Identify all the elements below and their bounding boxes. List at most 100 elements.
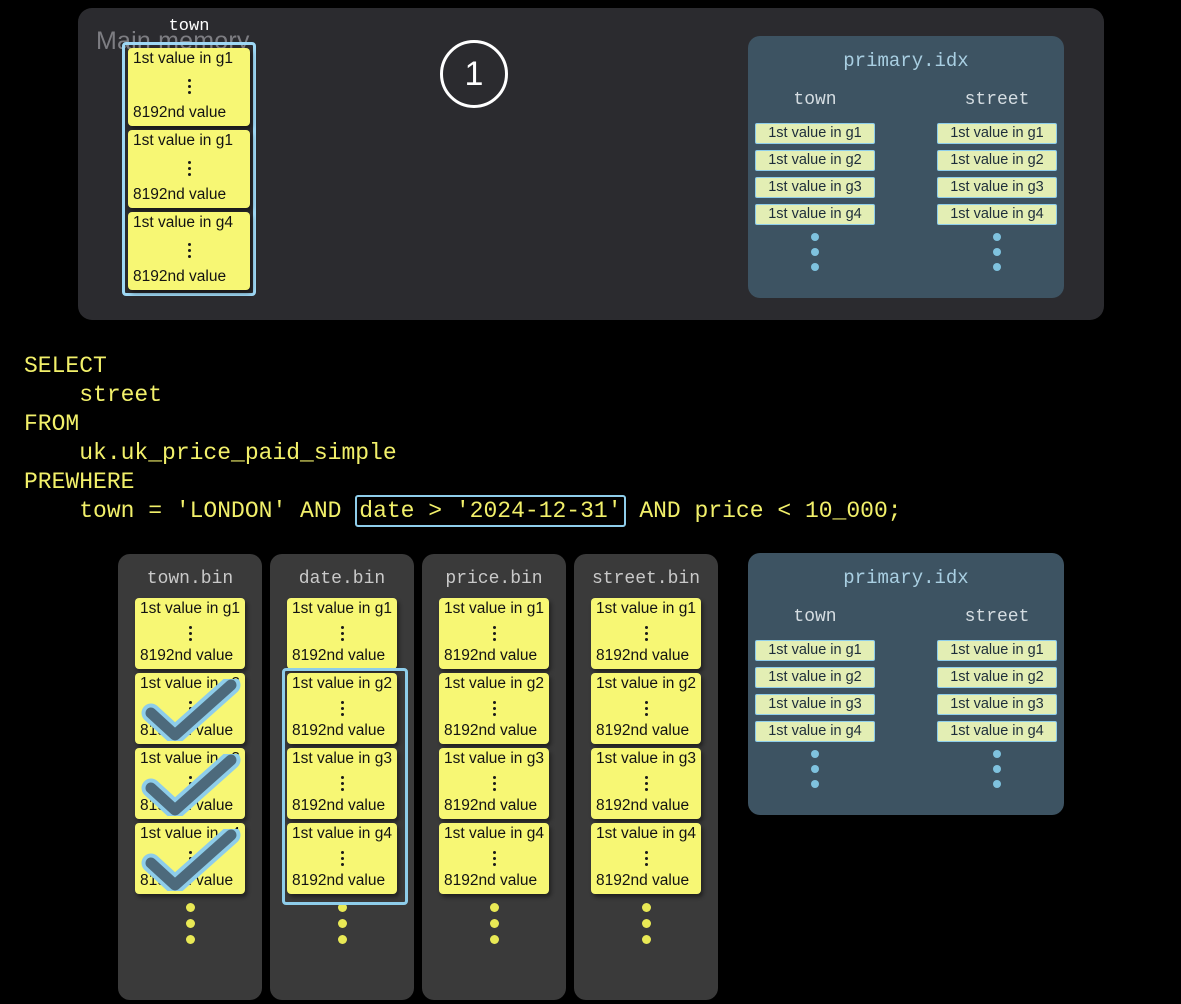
granule-first-value: 1st value in g4: [596, 825, 696, 842]
granule-last-value: 8192nd value: [444, 797, 538, 814]
granule-block[interactable]: 1st value in g1 8192nd value: [135, 598, 245, 669]
granule-first-value: 1st value in g4: [444, 825, 544, 842]
granule-block[interactable]: 1st value in g1 8192nd value: [439, 598, 549, 669]
granule-last-value: 8192nd value: [596, 797, 690, 814]
primary-index-entry[interactable]: 1st value in g2: [937, 667, 1057, 688]
granule-last-value: 8192nd value: [133, 268, 227, 285]
bin-column-title: price.bin: [445, 569, 543, 589]
granule-first-value: 1st value in g1: [292, 600, 392, 617]
vertical-ellipsis-icon: [140, 698, 240, 718]
bin-column-town[interactable]: town.bin 1st value in g1 8192nd value 1st v…: [118, 554, 262, 1000]
bin-column-title: town.bin: [146, 569, 234, 589]
primary-index-entry[interactable]: 1st value in g1: [937, 640, 1057, 661]
primary-index-entry[interactable]: 1st value in g1: [755, 123, 875, 144]
vertical-ellipsis-icon: [596, 623, 696, 643]
granule-block[interactable]: 1st value in g2 8192nd value: [135, 673, 245, 744]
granule-first-value: 1st value in g2: [140, 675, 240, 692]
sql-line-street: street: [24, 382, 163, 408]
granule-last-value: 8192nd value: [133, 186, 227, 203]
vertical-ellipsis-icon: [292, 848, 392, 868]
primary-index-entry[interactable]: 1st value in g1: [937, 123, 1057, 144]
granule-block[interactable]: 1st value in g2 8192nd value: [287, 673, 397, 744]
vertical-ellipsis-icon: [292, 773, 392, 793]
granule-last-value: 8192nd value: [596, 722, 690, 739]
vertical-ellipsis-icon: [444, 848, 544, 868]
primary-index-entry[interactable]: 1st value in g4: [937, 204, 1057, 225]
vertical-ellipsis-icon: [133, 158, 245, 178]
primary-index-columns: town 1st value in g1 1st value in g2 1st va…: [748, 90, 1064, 271]
primary-index-entry[interactable]: 1st value in g3: [937, 694, 1057, 715]
granule-block[interactable]: 1st value in g1 8192nd value: [128, 48, 250, 126]
primary-index-column-header: town: [793, 90, 837, 110]
primary-index-entry[interactable]: 1st value in g3: [755, 694, 875, 715]
primary-index-entry[interactable]: 1st value in g2: [755, 150, 875, 171]
primary-index-entry[interactable]: 1st value in g4: [755, 721, 875, 742]
vertical-ellipsis-icon: [937, 233, 1057, 271]
granule-block[interactable]: 1st value in g2 8192nd value: [591, 673, 701, 744]
sql-line-conditions-pre: town = 'LONDON' AND: [24, 498, 356, 524]
bin-column-price[interactable]: price.bin 1st value in g1 8192nd value 1st …: [422, 554, 566, 1000]
granule-first-value: 1st value in g1: [444, 600, 544, 617]
granule-last-value: 8192nd value: [444, 722, 538, 739]
primary-index-title: primary.idx: [843, 567, 969, 589]
primary-index-column-header: street: [964, 607, 1030, 627]
granule-last-value: 8192nd value: [140, 872, 234, 889]
granule-block[interactable]: 1st value in g4 8192nd value: [128, 212, 250, 290]
primary-index-entry[interactable]: 1st value in g3: [755, 177, 875, 198]
granule-block[interactable]: 1st value in g3 8192nd value: [287, 748, 397, 819]
granule-block[interactable]: 1st value in g1 8192nd value: [591, 598, 701, 669]
primary-index-entry[interactable]: 1st value in g3: [937, 177, 1057, 198]
primary-index-column-town: town 1st value in g1 1st value in g2 1st va…: [755, 90, 875, 271]
granule-block[interactable]: 1st value in g4 8192nd value: [135, 823, 245, 894]
granule-block[interactable]: 1st value in g4 8192nd value: [439, 823, 549, 894]
primary-index-entry[interactable]: 1st value in g2: [755, 667, 875, 688]
bin-column-date[interactable]: date.bin 1st value in g1 8192nd value 1st v…: [270, 554, 414, 1000]
sql-line-from: FROM: [24, 411, 80, 437]
primary-index-panel-top: primary.idx town 1st value in g1 1st value …: [748, 36, 1064, 298]
primary-index-entry[interactable]: 1st value in g2: [937, 150, 1057, 171]
granule-last-value: 8192nd value: [596, 647, 690, 664]
granule-block[interactable]: 1st value in g1 8192nd value: [128, 130, 250, 208]
granule-first-value: 1st value in g1: [133, 50, 233, 67]
granule-block[interactable]: 1st value in g4 8192nd value: [287, 823, 397, 894]
primary-index-entry[interactable]: 1st value in g4: [755, 204, 875, 225]
primary-index-entry[interactable]: 1st value in g4: [937, 721, 1057, 742]
granule-last-value: 8192nd value: [596, 872, 690, 889]
vertical-ellipsis-icon: [270, 903, 414, 944]
granule-block[interactable]: 1st value in g3 8192nd value: [439, 748, 549, 819]
granule-last-value: 8192nd value: [292, 872, 386, 889]
vertical-ellipsis-icon: [596, 848, 696, 868]
granule-last-value: 8192nd value: [444, 647, 538, 664]
sql-highlight-date-condition[interactable]: date > '2024-12-31': [355, 495, 626, 527]
bin-column-title: street.bin: [591, 569, 701, 589]
granule-block[interactable]: 1st value in g4 8192nd value: [591, 823, 701, 894]
primary-index-column-header: town: [793, 607, 837, 627]
vertical-ellipsis-icon: [596, 698, 696, 718]
granule-block[interactable]: 1st value in g3 8192nd value: [135, 748, 245, 819]
primary-index-column-town: town 1st value in g1 1st value in g2 1st va…: [755, 607, 875, 788]
vertical-ellipsis-icon: [937, 750, 1057, 788]
granule-first-value: 1st value in g1: [133, 132, 233, 149]
granule-block[interactable]: 1st value in g1 8192nd value: [287, 598, 397, 669]
step-badge-1: 1: [440, 40, 508, 108]
granule-last-value: 8192nd value: [292, 647, 386, 664]
bin-column-street[interactable]: street.bin 1st value in g1 8192nd value 1st…: [574, 554, 718, 1000]
primary-index-title: primary.idx: [843, 50, 969, 72]
sql-line-select: SELECT: [24, 353, 107, 379]
vertical-ellipsis-icon: [133, 240, 245, 260]
vertical-ellipsis-icon: [444, 623, 544, 643]
granule-first-value: 1st value in g4: [292, 825, 392, 842]
sql-line-table: uk.uk_price_paid_simple: [24, 440, 397, 466]
granule-block[interactable]: 1st value in g2 8192nd value: [439, 673, 549, 744]
granule-first-value: 1st value in g2: [444, 675, 544, 692]
granule-block[interactable]: 1st value in g3 8192nd value: [591, 748, 701, 819]
granule-last-value: 8192nd value: [444, 872, 538, 889]
primary-index-panel-bottom: primary.idx town 1st value in g1 1st value …: [748, 553, 1064, 815]
primary-index-entry[interactable]: 1st value in g1: [755, 640, 875, 661]
main-memory-town-column[interactable]: 1st value in g1 8192nd value 1st value in …: [122, 42, 256, 296]
granule-first-value: 1st value in g1: [140, 600, 240, 617]
vertical-ellipsis-icon: [422, 903, 566, 944]
granule-first-value: 1st value in g4: [133, 214, 233, 231]
vertical-ellipsis-icon: [574, 903, 718, 944]
primary-index-column-street: street 1st value in g1 1st value in g2 1st …: [937, 90, 1057, 271]
